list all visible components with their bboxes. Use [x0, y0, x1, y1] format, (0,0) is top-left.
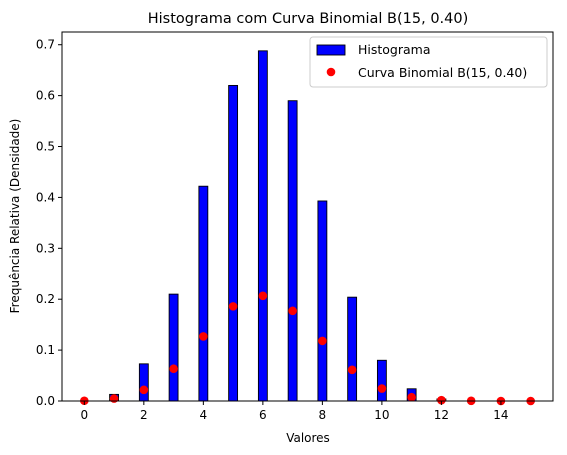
x-tick-label: 12 — [434, 408, 449, 422]
histogram-bar — [228, 84, 239, 402]
x-axis-label: Valores — [286, 431, 330, 445]
axes-frame — [61, 31, 554, 402]
histogram-bar — [257, 50, 268, 402]
histogram-bar — [347, 296, 358, 402]
legend-label-histogram: Histograma — [358, 42, 431, 57]
chart-title: Histograma com Curva Binomial B(15, 0.40… — [148, 11, 469, 27]
x-tick-label: 8 — [319, 408, 327, 422]
y-tick-label: 0.6 — [36, 89, 55, 103]
binomial-point — [228, 302, 238, 311]
binomial-point — [258, 291, 268, 301]
binomial-point — [288, 306, 297, 316]
y-tick-label: 0.4 — [36, 190, 55, 204]
plot-area: 0 2 4 6 8 10 12 14 0.0 0.1 0.2 0.3 0.4 0.5 0.6 0.7 Histo… — [36, 31, 554, 422]
binomial-point — [377, 384, 387, 393]
histogram-bar — [287, 100, 298, 402]
legend-swatch-histogram — [316, 44, 346, 56]
histogram-bar — [198, 185, 209, 402]
y-tick-label: 0.3 — [36, 241, 55, 255]
legend-label-binomial: Curva Binomial B(15, 0.40) — [358, 65, 527, 80]
x-tick-label: 14 — [493, 408, 508, 422]
y-tick-label: 0.7 — [36, 38, 55, 52]
x-tick-label: 4 — [200, 408, 208, 422]
histogram-bar — [168, 293, 179, 402]
y-tick-label: 0.2 — [36, 292, 55, 306]
x-tick-label: 10 — [374, 408, 389, 422]
histogram-bar — [376, 359, 387, 402]
binomial-point — [437, 395, 446, 405]
y-tick-label: 0.5 — [36, 140, 55, 154]
binomial-point — [109, 394, 119, 403]
x-tick-label: 6 — [259, 408, 267, 422]
y-tick-label: 0.0 — [36, 394, 55, 408]
binomial-point — [139, 385, 149, 395]
legend-marker-binomial — [326, 67, 336, 77]
legend-box — [309, 36, 548, 88]
x-tick-label: 2 — [140, 408, 148, 422]
histogram-bar — [317, 200, 328, 402]
binomial-point — [347, 365, 357, 375]
binomial-point — [169, 364, 178, 374]
y-tick-label: 0.1 — [36, 343, 55, 357]
binomial-point — [199, 332, 208, 341]
binomial-point — [407, 392, 416, 402]
x-tick-label: 0 — [80, 408, 88, 422]
y-axis-label: Frequência Relativa (Densidade) — [8, 119, 22, 314]
binomial-point — [318, 336, 327, 346]
histogram-bar — [138, 363, 149, 402]
